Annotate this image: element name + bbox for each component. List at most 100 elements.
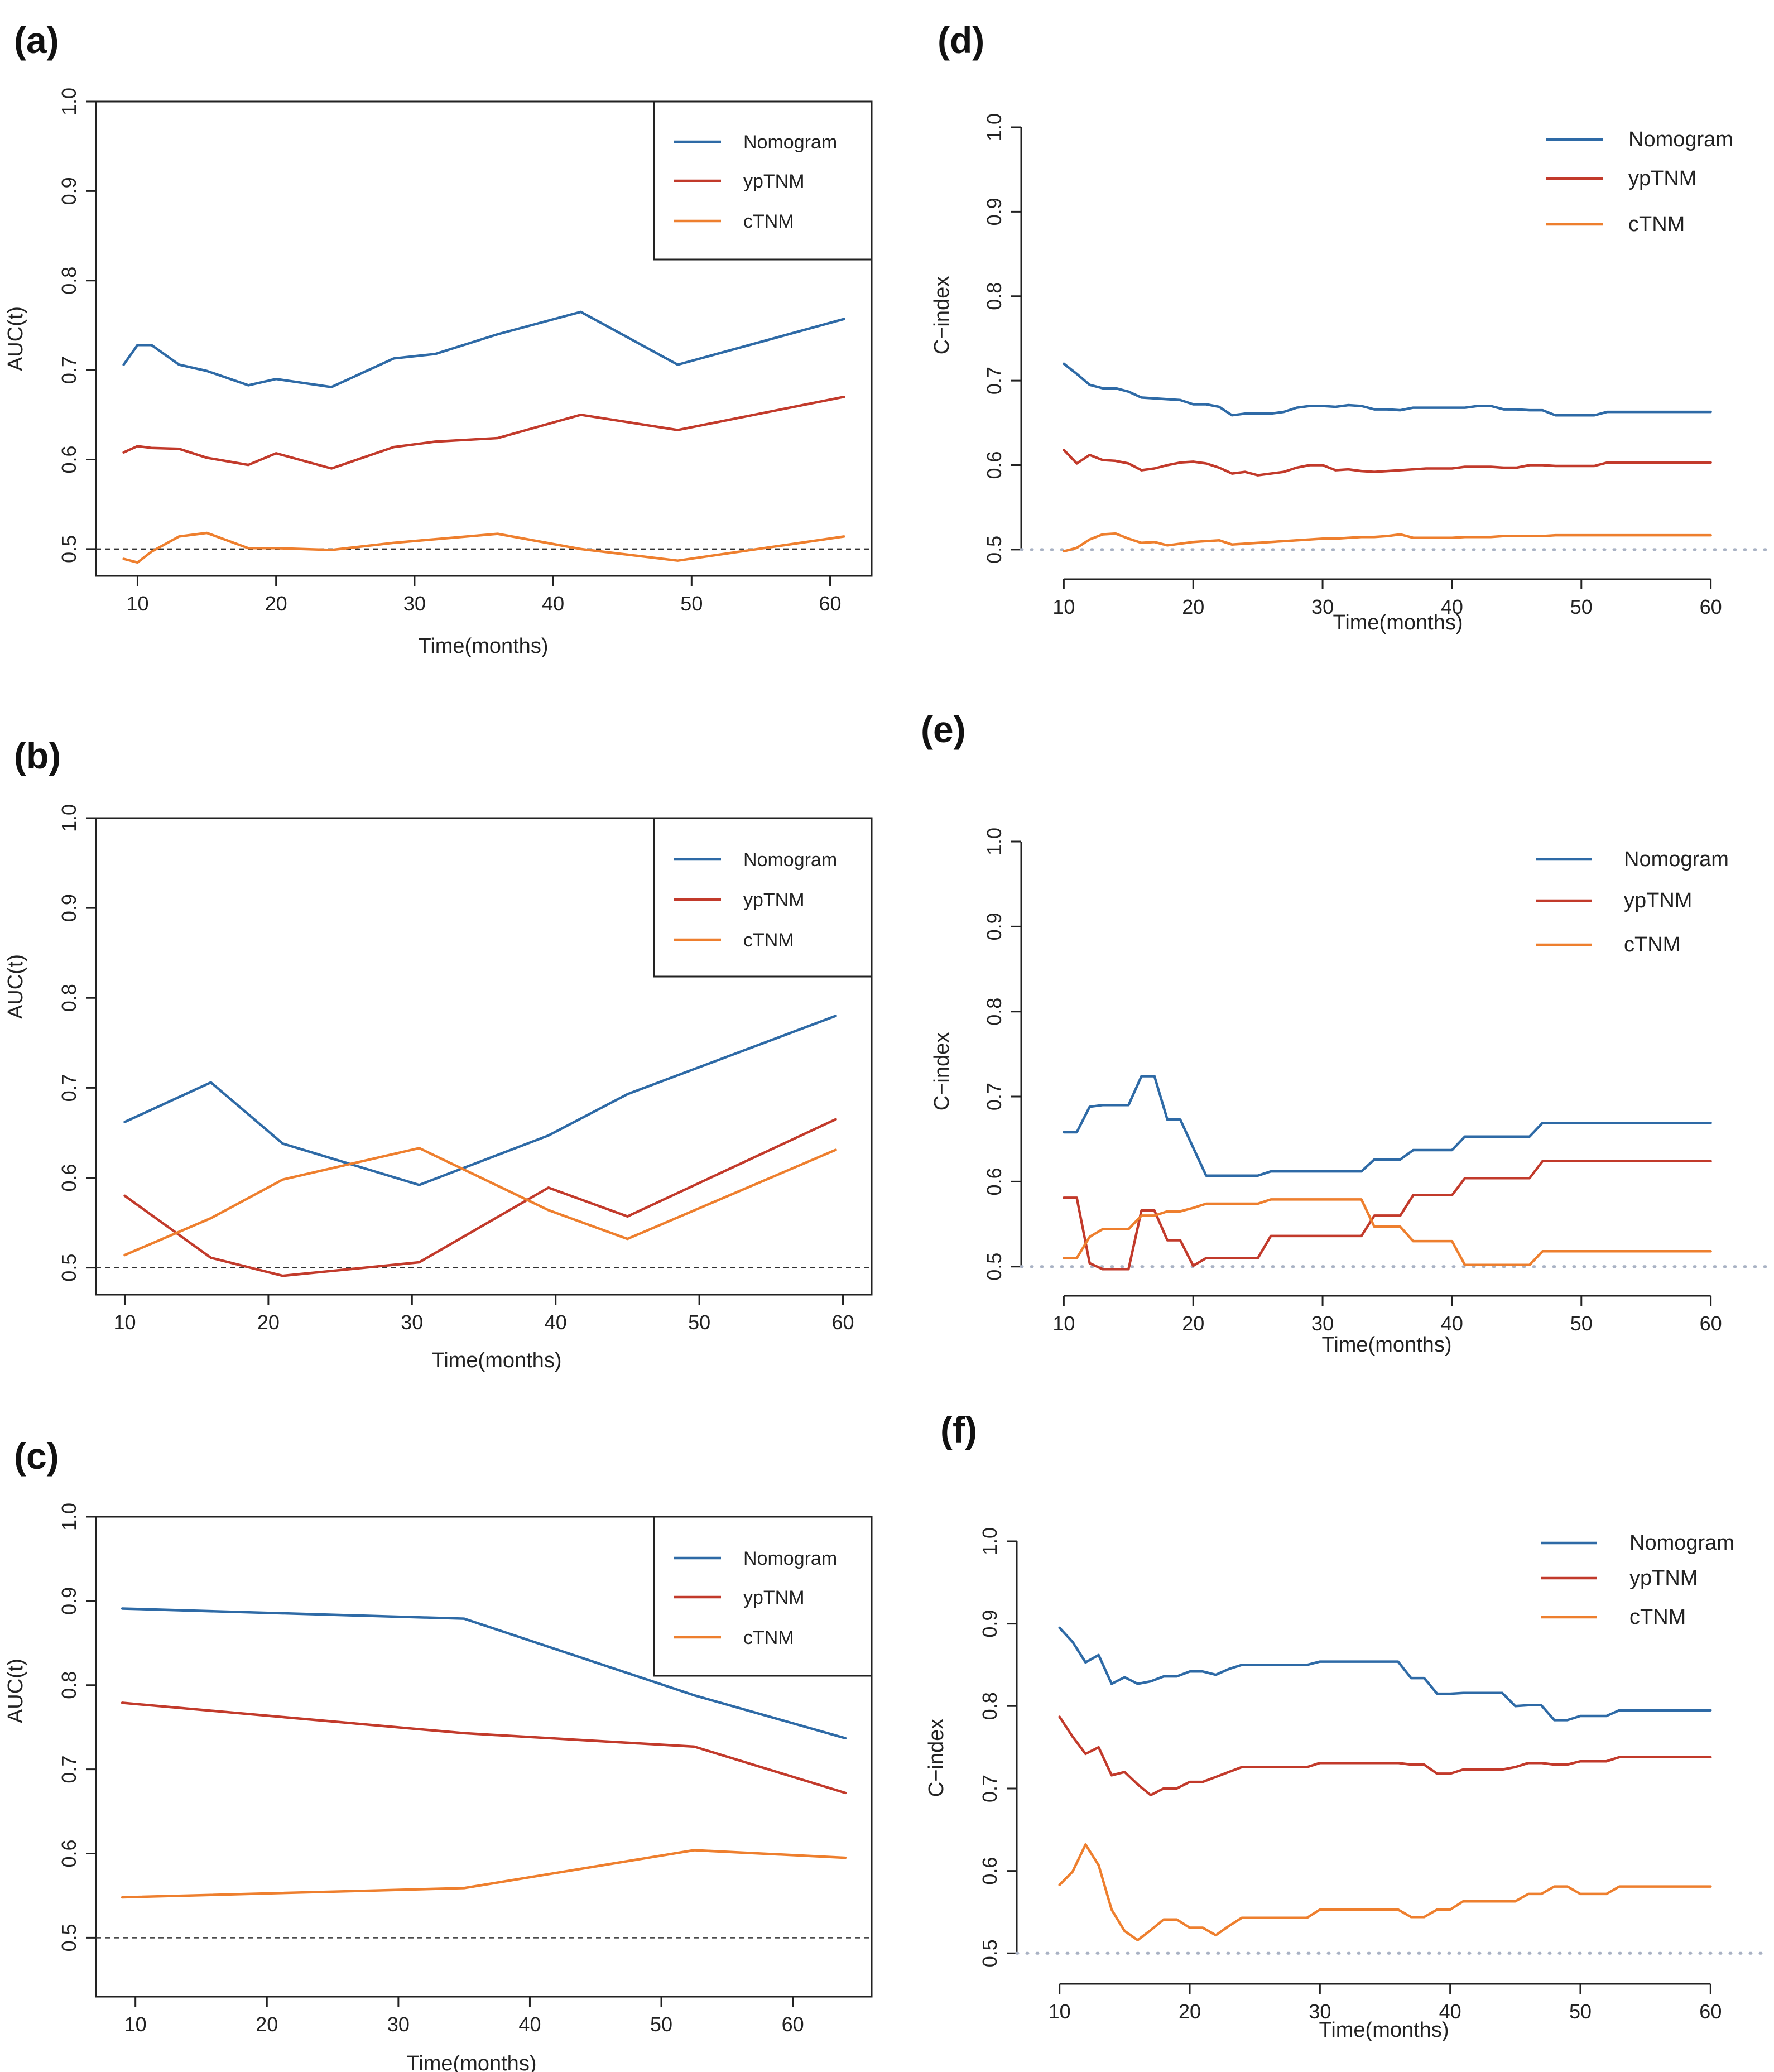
data-point (1501, 1768, 1504, 1771)
data-point (1334, 1234, 1337, 1237)
data-point (579, 310, 582, 313)
legend-label-yptnm: ypTNM (1624, 889, 1692, 912)
data-point (1438, 406, 1440, 409)
series-line-nomogram (1063, 362, 1712, 417)
data-point (1101, 459, 1104, 461)
x-tick-label: 60 (1699, 2000, 1722, 2023)
panel-label-c: (c) (14, 1435, 59, 1477)
data-point (281, 1275, 284, 1277)
series-line-nomogram (123, 1015, 837, 1186)
data-point (1166, 1239, 1169, 1242)
data-point (1580, 1250, 1583, 1253)
data-point (1088, 538, 1091, 541)
y-tick-label: 0.7 (57, 1756, 80, 1783)
data-point (1606, 1122, 1609, 1124)
data-point (1166, 544, 1169, 547)
series-line-ctnm (1063, 1198, 1712, 1266)
data-point (209, 1217, 212, 1220)
legend-label-yptnm: ypTNM (743, 171, 805, 192)
x-tick-label: 60 (831, 1311, 854, 1334)
data-point (1295, 1234, 1298, 1237)
data-point (1644, 1756, 1647, 1758)
data-point (177, 363, 180, 366)
x-tick-label: 30 (1311, 595, 1334, 618)
y-tick-label: 0.8 (978, 1692, 1001, 1720)
data-point (1110, 1682, 1113, 1685)
data-point (1632, 1160, 1634, 1162)
data-point (626, 1093, 629, 1095)
data-point (1205, 1174, 1208, 1177)
data-point (1580, 534, 1583, 537)
x-tick-label: 10 (1052, 1312, 1075, 1335)
data-point (1358, 1762, 1360, 1765)
data-point (1644, 1885, 1647, 1888)
data-point (1075, 462, 1078, 465)
y-axis-title: C−index (930, 1032, 954, 1110)
data-point (1645, 1122, 1647, 1124)
data-point (1127, 537, 1130, 540)
data-point (1175, 1787, 1178, 1790)
y-tick-label: 0.9 (57, 1587, 80, 1615)
data-point (1360, 1234, 1363, 1237)
data-point (1502, 535, 1505, 537)
data-point (1410, 1763, 1412, 1766)
data-point (1502, 408, 1505, 411)
data-point (1696, 1122, 1699, 1124)
series-line-ctnm (1058, 1843, 1712, 1941)
data-point (1345, 1762, 1348, 1765)
data-point (1567, 534, 1570, 537)
data-point (1140, 469, 1143, 472)
data-point (1295, 1170, 1298, 1173)
data-point (1412, 1149, 1415, 1152)
data-point (1450, 406, 1453, 409)
data-point (1449, 1908, 1451, 1911)
data-point (1515, 535, 1518, 537)
x-tick-label: 30 (1309, 2000, 1331, 2023)
data-point (121, 1607, 124, 1610)
data-point (1553, 1763, 1556, 1766)
data-point (1075, 373, 1078, 376)
data-point (392, 541, 395, 544)
y-axis-title: C−index (925, 1719, 948, 1797)
data-point (1373, 408, 1376, 411)
series-points-ctnm (121, 1849, 847, 1899)
data-point (1502, 467, 1505, 469)
legend-label-yptnm: ypTNM (743, 1587, 805, 1608)
data-point (1477, 405, 1479, 407)
data-point (1280, 1916, 1282, 1919)
data-point (1084, 1752, 1087, 1755)
data-point (1657, 1756, 1660, 1758)
legend: Nomogram ypTNM cTNM (1541, 1531, 1734, 1629)
data-point (1097, 1864, 1100, 1867)
data-point (1464, 1135, 1467, 1138)
plot-frame (95, 817, 873, 1296)
data-point (1360, 1198, 1363, 1201)
y-tick-label: 0.8 (57, 267, 80, 295)
data-point (1528, 1135, 1531, 1138)
series-line-yptnm (122, 395, 845, 470)
y-tick-label: 0.5 (57, 1254, 80, 1282)
data-point (1462, 1900, 1465, 1903)
data-point (1384, 1908, 1387, 1911)
x-tick-label: 10 (124, 2013, 147, 2036)
data-point (463, 1887, 465, 1890)
data-point (1270, 472, 1272, 475)
data-point (1179, 1210, 1182, 1213)
x-axis-title: Time(months) (432, 1349, 562, 1372)
data-point (123, 1121, 126, 1123)
data-point (1684, 411, 1686, 414)
data-point (1192, 403, 1195, 406)
data-point (1153, 1214, 1156, 1217)
series-line-ctnm (123, 1147, 837, 1257)
data-point (1179, 1118, 1182, 1121)
data-point (1527, 1704, 1530, 1706)
data-point (834, 1015, 837, 1017)
series-line-yptnm (123, 1118, 837, 1277)
legend-label-ctnm: cTNM (1629, 1605, 1686, 1629)
series-points-ctnm (123, 1147, 837, 1257)
series-points-ctnm (1063, 1198, 1712, 1266)
data-point (1412, 536, 1415, 539)
data-point (1218, 406, 1220, 408)
data-point (1399, 533, 1402, 536)
plot-frame (95, 100, 873, 577)
